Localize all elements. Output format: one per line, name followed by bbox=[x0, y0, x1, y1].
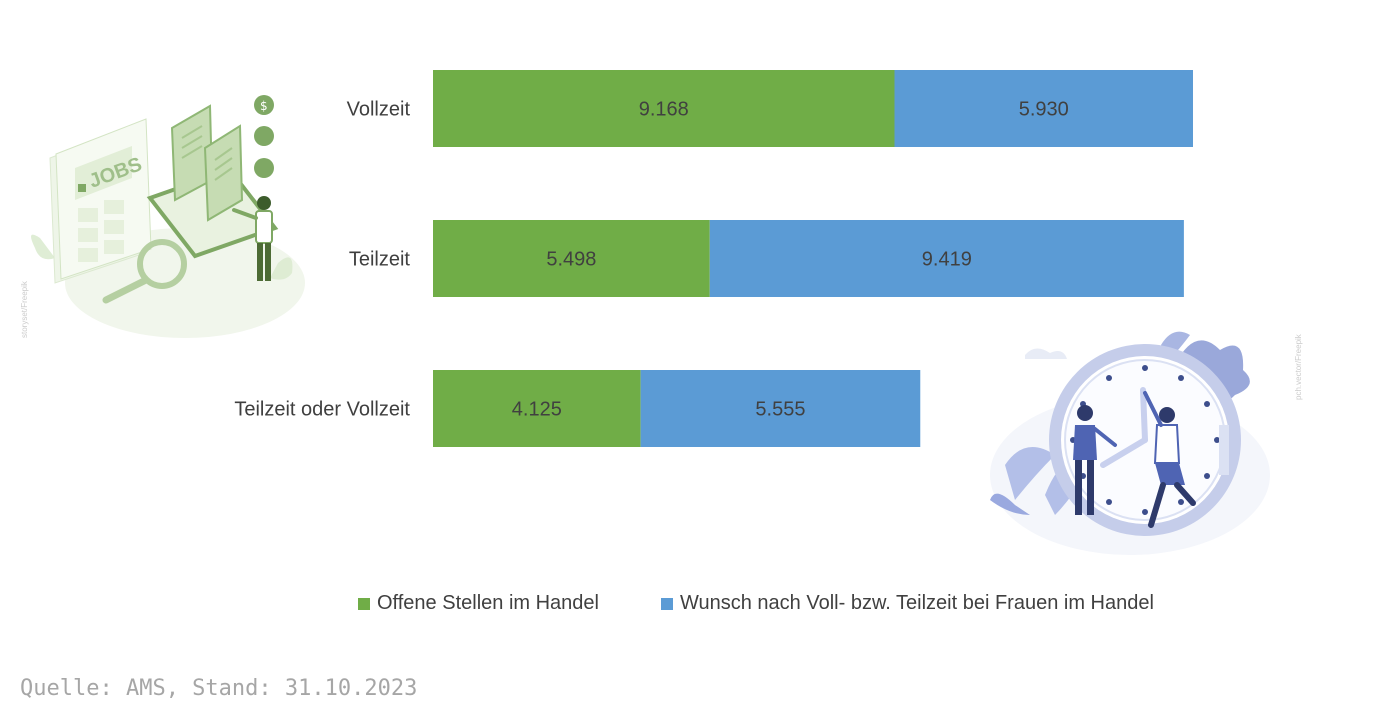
illustration-credit-left: storyset/Freepik bbox=[20, 280, 29, 338]
legend-item-wunsch: Wunsch nach Voll- bzw. Teilzeit bei Frau… bbox=[660, 592, 1154, 615]
bar-segment bbox=[709, 220, 1184, 297]
category-label: Teilzeit oder Vollzeit bbox=[234, 399, 410, 421]
legend-swatch-green bbox=[358, 597, 370, 610]
data-label: 4.125 bbox=[512, 399, 562, 421]
data-label: 5.930 bbox=[1019, 99, 1069, 121]
chart-legend: Offene Stellen im Handel Wunsch nach Vol… bbox=[358, 592, 1154, 615]
category-label: Teilzeit bbox=[349, 249, 411, 271]
jobs-illustration: JOBS $ storyset/Freepik bbox=[20, 95, 305, 338]
illustration-credit-right: pch.vector/Freepik bbox=[1294, 333, 1303, 400]
svg-text:$: $ bbox=[260, 99, 268, 113]
source-note: Quelle: AMS, Stand: 31.10.2023 bbox=[20, 676, 418, 701]
bar-segment bbox=[640, 370, 921, 447]
bar-segment bbox=[433, 70, 895, 147]
data-label: 9.419 bbox=[922, 249, 972, 271]
bar-segment bbox=[894, 70, 1193, 147]
legend-item-offene-stellen: Offene Stellen im Handel bbox=[358, 592, 599, 615]
bar-segment bbox=[433, 220, 710, 297]
legend-label-wunsch: Wunsch nach Voll- bzw. Teilzeit bei Frau… bbox=[679, 592, 1154, 614]
legend-swatch-blue bbox=[660, 597, 673, 610]
data-label: 9.168 bbox=[639, 99, 689, 121]
clock-illustration: pch.vector/Freepik bbox=[990, 331, 1303, 555]
bar-segment bbox=[433, 370, 641, 447]
category-label: Vollzeit bbox=[347, 99, 411, 121]
legend-label-offene-stellen: Offene Stellen im Handel bbox=[377, 592, 599, 614]
data-label: 5.555 bbox=[755, 399, 805, 421]
data-label: 5.498 bbox=[546, 249, 596, 271]
